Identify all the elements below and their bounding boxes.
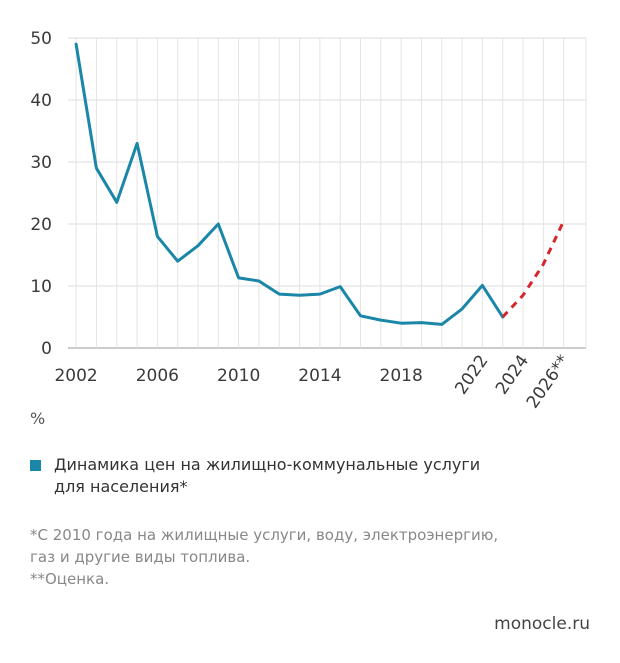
x-tick-label: 2022 <box>451 351 492 398</box>
y-tick-label: 30 <box>30 153 52 173</box>
y-tick-label: 40 <box>30 91 52 111</box>
legend-swatch <box>30 460 41 471</box>
legend: Динамика цен на жилищно-коммунальные усл… <box>30 454 550 498</box>
x-tick-label: 2026** <box>523 351 574 412</box>
x-tick-label: 2010 <box>217 366 260 386</box>
x-tick-label: 2024 <box>492 351 533 398</box>
y-tick-label: 50 <box>30 29 52 49</box>
y-tick-label: 20 <box>30 215 52 235</box>
grid <box>68 37 587 349</box>
footnote-line-1: *С 2010 года на жилищные услуги, воду, э… <box>30 526 499 544</box>
source-label: monocle.ru <box>494 614 590 634</box>
series-lines <box>74 42 566 326</box>
unit-label: % <box>30 409 46 428</box>
y-tick-label: 0 <box>41 339 52 359</box>
footnote-line-3: **Оценка. <box>30 570 110 588</box>
x-tick-label: 2014 <box>298 366 341 386</box>
line-chart: 0 10 20 30 40 50 2002 2006 2010 2014 2018 2022 2024… <box>30 29 587 412</box>
forecast-line <box>501 220 566 319</box>
x-tick-label: 2006 <box>136 366 179 386</box>
legend-label-line-1: Динамика цен на жилищно-коммунальные усл… <box>54 455 481 474</box>
x-tick-label: 2002 <box>54 366 97 386</box>
footnote-line-2: газ и другие виды топлива. <box>30 548 251 566</box>
y-axis-ticks: 0 10 20 30 40 50 <box>30 29 52 359</box>
price-dynamics-line <box>74 42 505 326</box>
y-tick-label: 10 <box>30 277 52 297</box>
footnotes: *С 2010 года на жилищные услуги, воду, э… <box>30 524 590 590</box>
legend-label-line-2: для населения* <box>54 477 188 496</box>
x-tick-label: 2018 <box>380 366 423 386</box>
